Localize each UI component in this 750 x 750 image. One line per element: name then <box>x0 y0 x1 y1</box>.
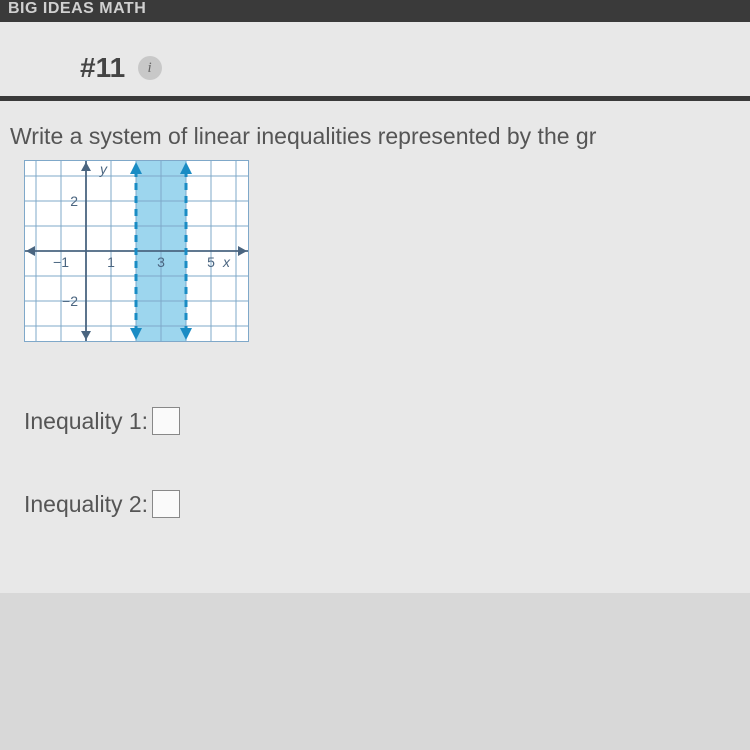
question-number: #11 <box>80 52 125 84</box>
content-area: #11 i Write a system of linear inequalit… <box>0 22 750 593</box>
svg-text:−2: −2 <box>62 293 78 309</box>
svg-text:1: 1 <box>107 254 115 270</box>
svg-text:2: 2 <box>70 193 78 209</box>
answer-row-2: Inequality 2: <box>24 490 740 518</box>
svg-text:5: 5 <box>207 254 215 270</box>
answer-row-1: Inequality 1: <box>24 407 740 435</box>
svg-text:3: 3 <box>157 254 165 270</box>
brand-text: BIG IDEAS MATH <box>8 0 146 17</box>
answer-label-2: Inequality 2: <box>24 491 148 518</box>
brand-header: BIG IDEAS MATH <box>0 0 750 22</box>
answer-input-1[interactable] <box>152 407 180 435</box>
info-icon[interactable]: i <box>138 56 162 80</box>
question-header: #11 i <box>0 22 750 96</box>
graph-container: −1 1 3 5 −2 2 y x <box>24 160 740 347</box>
prompt-area: Write a system of linear inequalities re… <box>0 101 750 593</box>
answer-input-2[interactable] <box>152 490 180 518</box>
svg-text:−1: −1 <box>53 254 69 270</box>
prompt-text: Write a system of linear inequalities re… <box>10 123 740 150</box>
answer-section: Inequality 1: Inequality 2: <box>24 407 740 518</box>
inequality-graph: −1 1 3 5 −2 2 y x <box>24 160 249 342</box>
answer-label-1: Inequality 1: <box>24 408 148 435</box>
svg-text:y: y <box>99 161 108 177</box>
svg-text:x: x <box>222 254 231 270</box>
